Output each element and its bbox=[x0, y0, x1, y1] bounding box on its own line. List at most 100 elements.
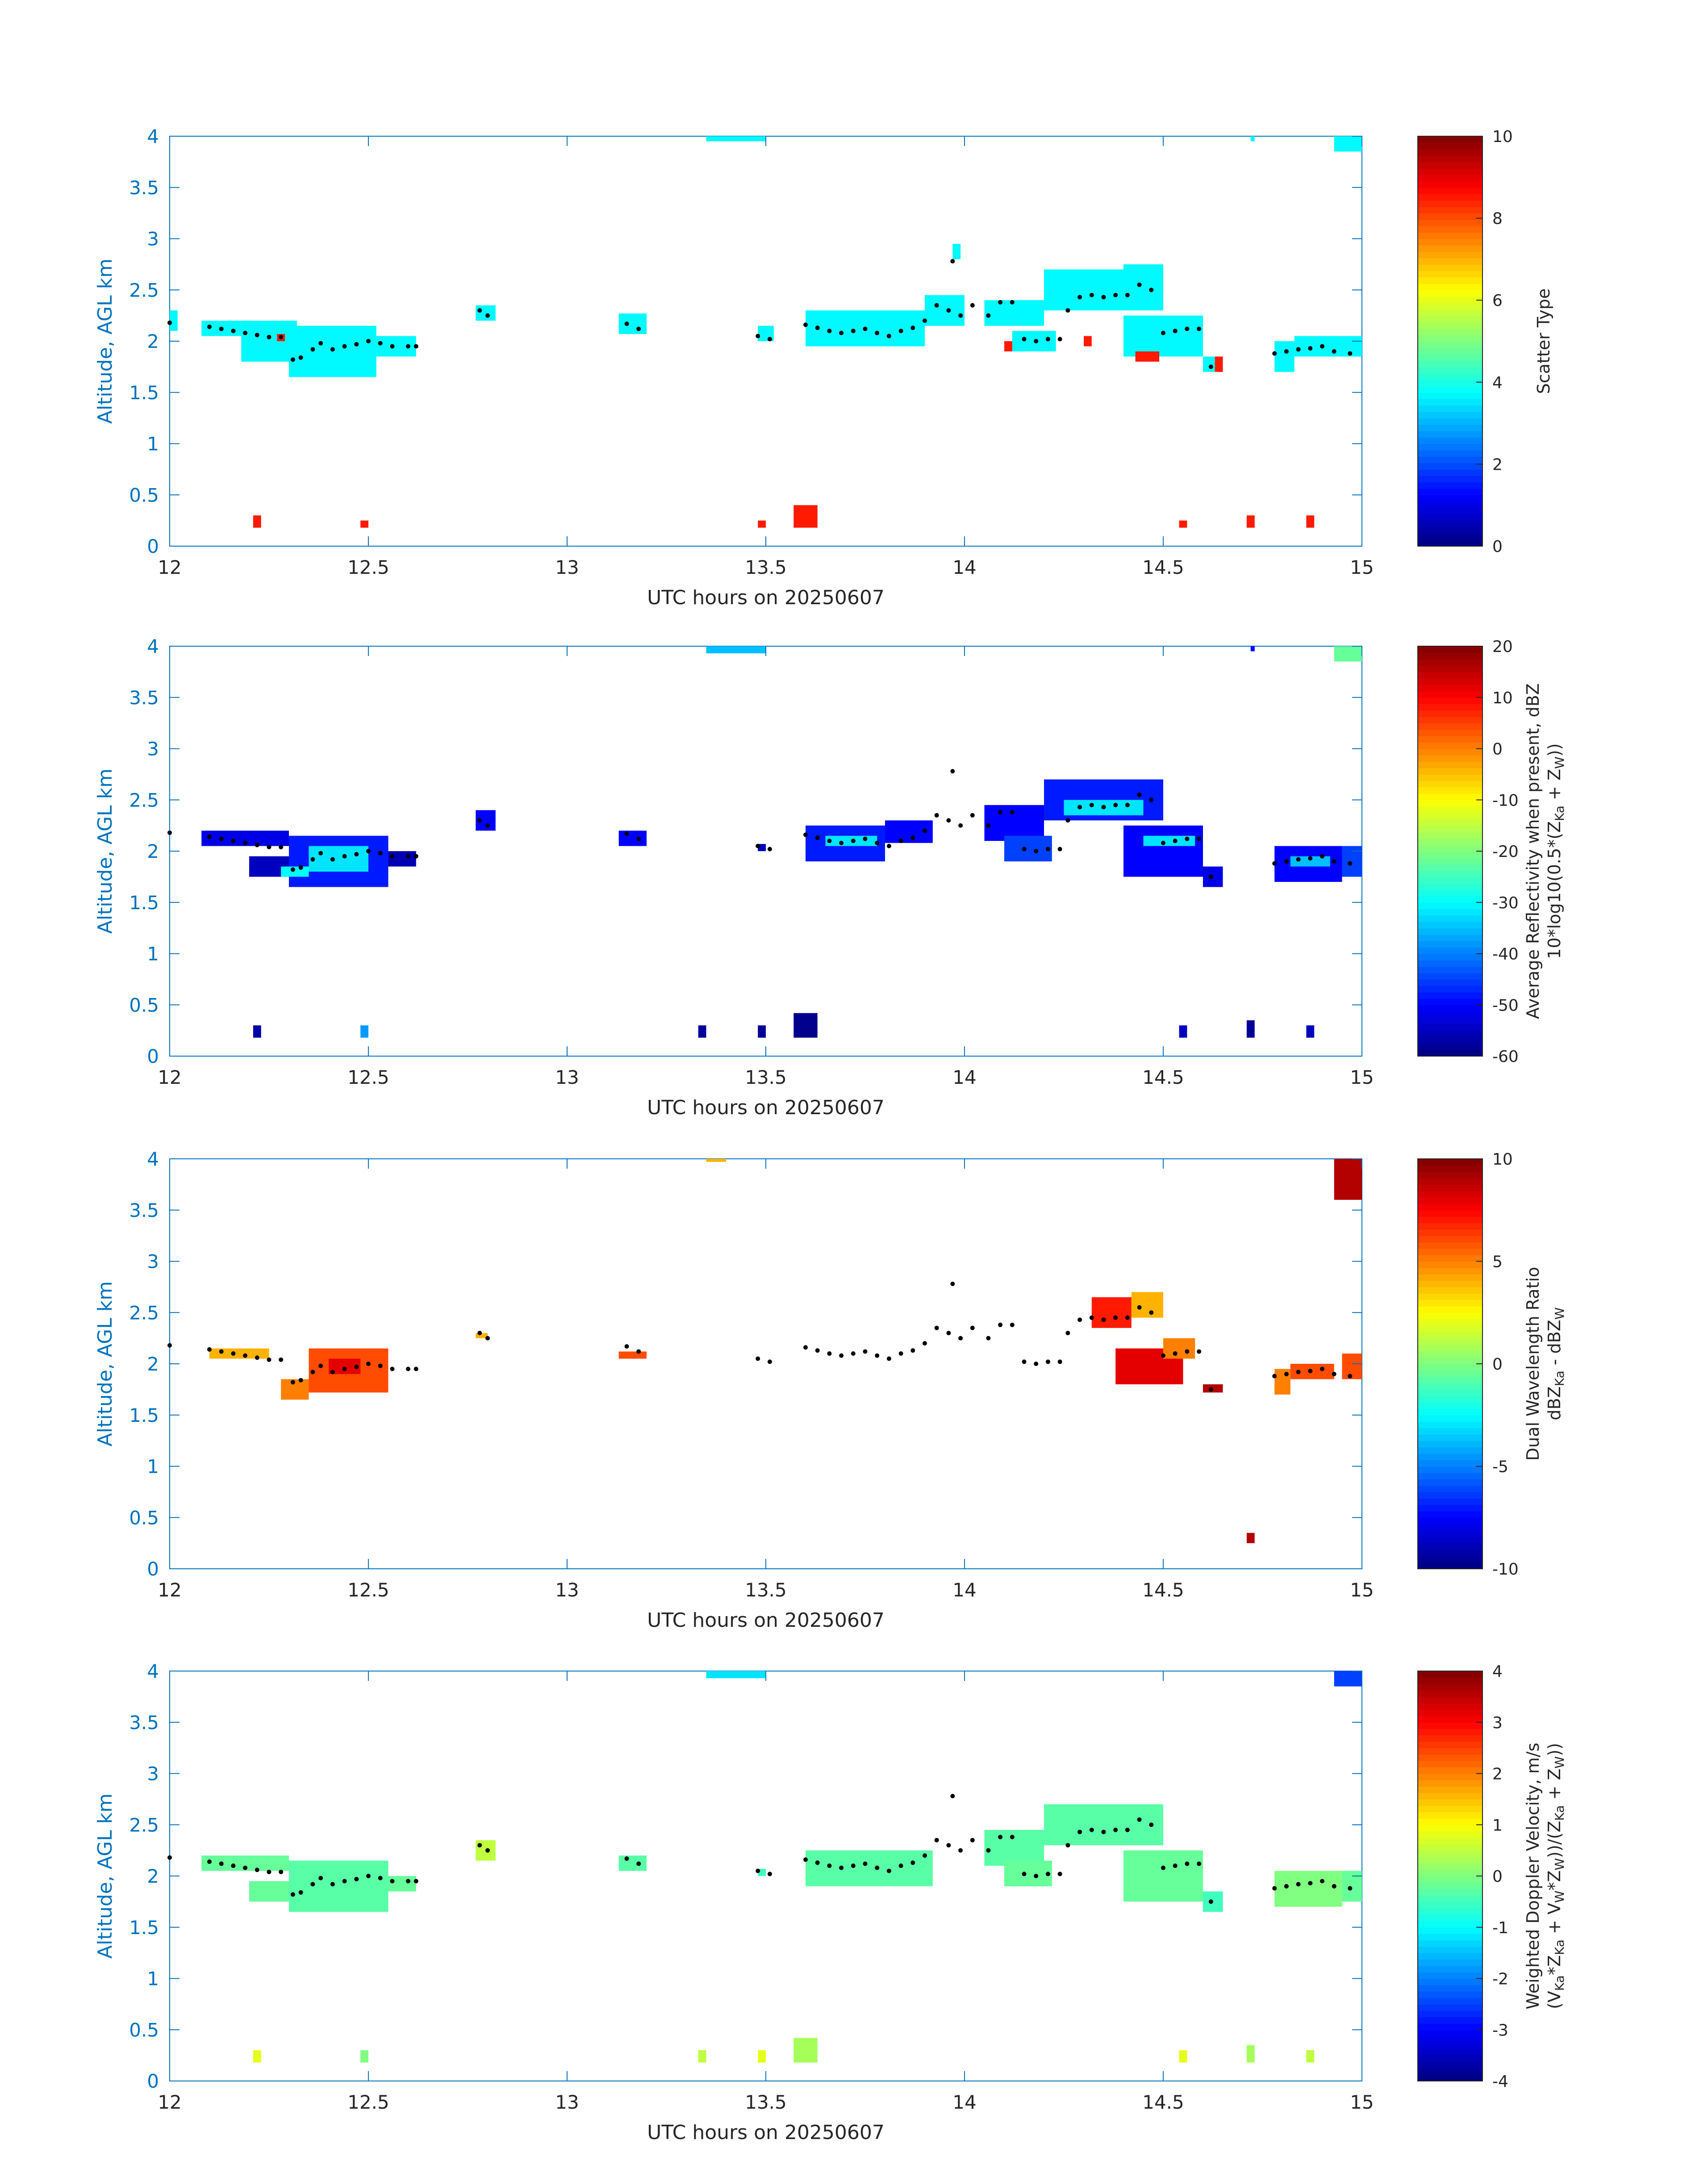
colorbar-step bbox=[1418, 245, 1482, 252]
colorbar-step bbox=[1418, 443, 1482, 451]
colorbar-step bbox=[1418, 1306, 1482, 1313]
colorbar-step bbox=[1418, 1236, 1482, 1243]
heatmap-cell bbox=[209, 1348, 269, 1359]
colorbar-step bbox=[1418, 1690, 1482, 1697]
colorbar-step bbox=[1418, 463, 1482, 470]
x-axis-label: UTC hours on 20250607 bbox=[647, 586, 885, 609]
colorbar-step bbox=[1418, 175, 1482, 182]
cloud-base-dot bbox=[1197, 836, 1202, 841]
colorbar-tick-label: -1 bbox=[1492, 1919, 1508, 1937]
colorbar-title-line2: 10*log10(0.5*(ZKa + ZW)) bbox=[1545, 743, 1567, 959]
cloud-base-dot bbox=[298, 865, 303, 870]
colorbar-step bbox=[1418, 1261, 1482, 1268]
colorbar-step bbox=[1418, 514, 1482, 521]
x-tick-label: 15 bbox=[1350, 556, 1374, 578]
cloud-base-dot bbox=[1045, 337, 1050, 342]
colorbar-step bbox=[1418, 877, 1482, 884]
colorbar-step bbox=[1418, 533, 1482, 540]
colorbar-step bbox=[1418, 1856, 1482, 1864]
colorbar-step bbox=[1418, 742, 1482, 749]
colorbar-step bbox=[1418, 1530, 1482, 1538]
heatmap-cell bbox=[706, 1159, 726, 1162]
cloud-base-dot bbox=[1185, 836, 1190, 841]
panel-2: 12 12.5 13 13.5 14 14.5 15 0 0.5 1 1.5 2 2.5 3 3.5 4 UTC… bbox=[94, 635, 1567, 1119]
cloud-base-dot bbox=[485, 823, 490, 828]
cloud-base-dot bbox=[1348, 351, 1353, 356]
colorbar-tick-label: -30 bbox=[1492, 894, 1519, 912]
colorbar-title-line2: (VKa*ZKa + VW*ZW))/(ZKa + ZW)) bbox=[1545, 1743, 1567, 2009]
colorbar-step bbox=[1418, 507, 1482, 515]
y-tick-label: 1.5 bbox=[129, 1917, 159, 1939]
heatmap-cell bbox=[1274, 341, 1295, 372]
colorbar-step bbox=[1418, 264, 1482, 272]
cloud-base-dot bbox=[406, 854, 410, 859]
colorbar-step bbox=[1418, 979, 1482, 986]
heatmap-cell bbox=[706, 136, 766, 142]
colorbar-step bbox=[1418, 819, 1482, 826]
colorbar-step bbox=[1418, 1524, 1482, 1531]
cloud-base-dot bbox=[998, 300, 1003, 305]
colorbar-title: Weighted Doppler Velocity, m/s bbox=[1523, 1742, 1543, 2009]
cloud-base-dot bbox=[1185, 1861, 1190, 1866]
colorbar-step bbox=[1418, 430, 1482, 438]
cloud-base-dot bbox=[767, 1872, 772, 1876]
heatmap-cell bbox=[1306, 1025, 1315, 1038]
cloud-base-dot bbox=[1065, 1843, 1070, 1848]
colorbar-step bbox=[1418, 1850, 1482, 1857]
cloud-base-dot bbox=[839, 1353, 844, 1358]
cloud-base-dot bbox=[1034, 1362, 1039, 1366]
colorbar-step bbox=[1418, 864, 1482, 871]
heatmap-cell bbox=[241, 321, 297, 362]
colorbar-title: Average Reflectivity when present, dBZ bbox=[1523, 683, 1543, 1019]
colorbar-step bbox=[1418, 896, 1482, 903]
heatmap-cell bbox=[706, 1671, 766, 1679]
cloud-base-dot bbox=[958, 313, 963, 318]
y-tick-label: 2 bbox=[147, 840, 159, 862]
x-tick-label: 14.5 bbox=[1142, 2091, 1184, 2113]
colorbar-tick-label: -5 bbox=[1492, 1458, 1508, 1476]
cloud-base-dot bbox=[1284, 859, 1289, 864]
cloud-base-dot bbox=[167, 320, 172, 325]
heatmap-cell bbox=[1091, 1297, 1132, 1328]
y-tick-label: 1.5 bbox=[129, 892, 159, 914]
cloud-base-dot bbox=[636, 1861, 641, 1866]
colorbar-step bbox=[1418, 1549, 1482, 1557]
colorbar-step bbox=[1418, 1869, 1482, 1876]
x-tick-label: 14 bbox=[952, 2091, 976, 2113]
cloud-base-dot bbox=[390, 1879, 395, 1884]
cloud-base-dot bbox=[1284, 1371, 1289, 1376]
heatmap-cell bbox=[1044, 1804, 1163, 1846]
cloud-base-dot bbox=[1022, 337, 1027, 342]
cloud-base-dot bbox=[1125, 1315, 1130, 1320]
cloud-base-dot bbox=[1113, 1827, 1118, 1832]
heatmap-cell bbox=[360, 2050, 368, 2063]
cloud-base-dot bbox=[1045, 1359, 1050, 1364]
colorbar-step bbox=[1418, 998, 1482, 1006]
cloud-base-dot bbox=[378, 851, 383, 856]
colorbar-step bbox=[1418, 755, 1482, 762]
y-tick-label: 2 bbox=[147, 330, 159, 352]
cloud-base-dot bbox=[998, 1834, 1003, 1839]
colorbar-title: Scatter Type bbox=[1534, 288, 1553, 394]
colorbar-step bbox=[1418, 360, 1482, 368]
cloud-base-dot bbox=[310, 857, 315, 862]
cloud-base-dot bbox=[1089, 292, 1094, 297]
y-tick-label: 3.5 bbox=[129, 177, 159, 199]
colorbar-step bbox=[1418, 870, 1482, 877]
cloud-base-dot bbox=[863, 1861, 868, 1866]
cloud-base-dot bbox=[1173, 329, 1178, 334]
x-tick-label: 12 bbox=[158, 1066, 181, 1088]
cloud-base-dot bbox=[1137, 282, 1142, 287]
cloud-base-dot bbox=[1137, 1817, 1142, 1822]
heatmap-cell bbox=[1004, 341, 1012, 351]
cloud-base-dot bbox=[378, 1876, 383, 1880]
cloud-base-dot bbox=[624, 831, 629, 836]
colorbar-step bbox=[1418, 1332, 1482, 1339]
y-tick-label: 3 bbox=[147, 228, 159, 250]
heatmap-cell bbox=[1179, 2050, 1187, 2063]
cloud-base-dot bbox=[886, 1356, 891, 1361]
colorbar-step bbox=[1418, 1901, 1482, 1909]
cloud-base-dot bbox=[851, 1864, 856, 1868]
colorbar-step bbox=[1418, 1812, 1482, 1819]
colorbar-step bbox=[1418, 1364, 1482, 1371]
